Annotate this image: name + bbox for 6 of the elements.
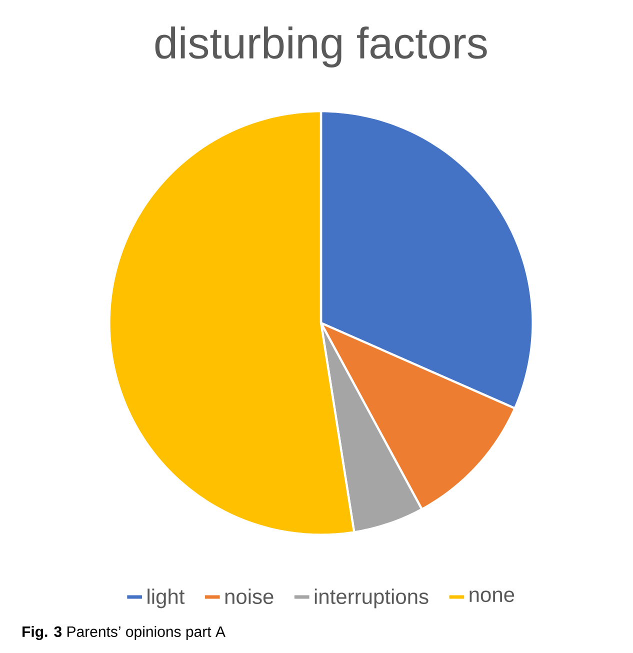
legend-label: noise [225,588,274,604]
legend-label: interruptions [314,588,428,608]
legend-label: light [148,588,185,608]
legend-label: none [470,590,514,602]
text: Fig. 3 Parents’ opinions part A [22,626,226,640]
chart-title: disturbing factors [155,26,487,68]
